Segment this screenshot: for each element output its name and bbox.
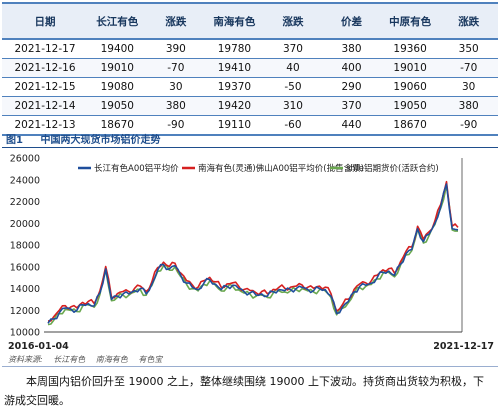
cell-nanhai: 19420 <box>205 96 264 116</box>
header-changjiang: 长江有色 <box>88 2 147 40</box>
header-spread: 价差 <box>322 2 381 40</box>
y-tick-label: 14000 <box>10 284 40 295</box>
cell-zhongyuan: 19360 <box>380 39 440 59</box>
y-tick-label: 12000 <box>10 306 40 317</box>
table-row: 2021-12-16 19010 -70 19410 40 400 19010 … <box>2 58 498 78</box>
table-row: 2021-12-17 19400 390 19780 370 380 19360… <box>2 39 498 59</box>
series-line-1 <box>47 183 459 324</box>
cell-zhongyuan: 19060 <box>380 77 440 97</box>
y-tick-label: 26000 <box>10 154 40 165</box>
header-zhongyuan: 中原有色 <box>380 2 440 40</box>
header-nanhai: 南海有色 <box>205 2 264 40</box>
cell-change: 390 <box>146 39 206 59</box>
cell-zhongyuan: 19050 <box>380 96 440 116</box>
header-change-2: 涨跌 <box>263 2 323 40</box>
cell-change: -70 <box>146 58 206 78</box>
cell-nanhai: 19110 <box>205 115 264 136</box>
cell-change: -90 <box>439 115 498 136</box>
source-item: 长江有色 <box>53 355 86 364</box>
y-tick-label: 16000 <box>10 262 40 273</box>
series-line-3 <box>47 184 458 326</box>
figure-caption: 中国两大现货市场铝价走势 <box>40 135 161 146</box>
cell-date: 2021-12-13 <box>2 115 88 136</box>
header-date: 日期 <box>2 2 88 40</box>
cell-changjiang: 19080 <box>88 77 147 97</box>
x-start-label: 2016-01-04 <box>8 341 69 352</box>
legend-label: 长江有色A00铝平均价 <box>94 163 179 174</box>
y-axis: 26000 24000 22000 20000 18000 16000 14000 12000… <box>10 154 463 339</box>
source-item: 有色宝 <box>138 355 163 364</box>
y-tick-label: 20000 <box>10 219 40 230</box>
cell-date: 2021-12-15 <box>2 77 88 97</box>
source-item: 南海有色 <box>95 355 128 364</box>
cell-spread: 370 <box>322 96 381 116</box>
chart-legend: 长江有色A00铝平均价 南海有色(灵通)佛山A00铝平均价(批售含票)shfe铝期… <box>78 163 439 174</box>
cell-changjiang: 19010 <box>88 58 147 78</box>
cell-change: 370 <box>263 39 323 59</box>
cell-date: 2021-12-16 <box>2 58 88 78</box>
cell-change: 310 <box>263 96 323 116</box>
table-row: 2021-12-15 19080 30 19370 -50 290 19060 … <box>2 77 498 97</box>
cell-spread: 440 <box>322 115 381 136</box>
table-body: 2021-12-17 19400 390 19780 370 380 19360… <box>2 39 498 136</box>
source-prefix: 资料来源: <box>8 355 43 364</box>
cell-change: 350 <box>439 39 498 59</box>
source-note: 资料来源: 长江有色 南海有色 有色宝 <box>8 354 170 365</box>
figure-title: 图1 中国两大现货市场铝价走势 <box>6 131 160 146</box>
cell-spread: 290 <box>322 77 381 97</box>
cell-spread: 380 <box>322 39 381 59</box>
cell-date: 2021-12-14 <box>2 96 88 116</box>
cell-changjiang: 18670 <box>88 115 147 136</box>
y-tick-label: 18000 <box>10 241 40 252</box>
y-tick-label: 10000 <box>10 328 40 339</box>
cell-date: 2021-12-17 <box>2 39 88 59</box>
aluminium-price-chart: 26000 24000 22000 20000 18000 16000 14000 12000… <box>8 154 494 353</box>
cell-changjiang: 19400 <box>88 39 147 59</box>
cell-change: 30 <box>146 77 206 97</box>
commentary-paragraph: 本周国内铝价回升至 19000 之上，整体继续围绕 19000 上下波动。持货商… <box>4 375 484 407</box>
cell-nanhai: 19370 <box>205 77 264 97</box>
price-table: 日期 长江有色 涨跌 南海有色 涨跌 价差 中原有色 涨跌 2021-12-17… <box>2 2 498 136</box>
cell-nanhai: 19410 <box>205 58 264 78</box>
cell-change: 380 <box>146 96 206 116</box>
table-row: 2021-12-13 18670 -90 19110 -60 440 18670… <box>2 115 498 136</box>
cell-change: 30 <box>439 77 498 97</box>
cell-change: -50 <box>263 77 323 97</box>
cell-changjiang: 19050 <box>88 96 147 116</box>
y-tick-label: 24000 <box>10 175 40 186</box>
cell-change: -60 <box>263 115 323 136</box>
header-change-1: 涨跌 <box>146 2 206 40</box>
cell-spread: 400 <box>322 58 381 78</box>
figure-number: 图1 <box>6 135 23 146</box>
cell-change: -90 <box>146 115 206 136</box>
cell-zhongyuan: 19010 <box>380 58 440 78</box>
series-line-2 <box>48 180 459 322</box>
cell-change: 40 <box>263 58 323 78</box>
figure-divider <box>2 147 498 148</box>
cell-nanhai: 19780 <box>205 39 264 59</box>
table-header-row: 日期 长江有色 涨跌 南海有色 涨跌 价差 中原有色 涨跌 <box>2 2 498 40</box>
y-tick-label: 22000 <box>10 197 40 208</box>
legend-label: 南海有色(灵通)佛山A00铝平均价(批售含票) <box>198 163 364 174</box>
cell-change: 380 <box>439 96 498 116</box>
header-change-3: 涨跌 <box>439 2 498 40</box>
series-lines <box>47 180 459 326</box>
x-end-label: 2021-12-17 <box>433 341 494 352</box>
cell-change: -70 <box>439 58 498 78</box>
cell-zhongyuan: 18670 <box>380 115 440 136</box>
table-row: 2021-12-14 19050 380 19420 310 370 19050… <box>2 96 498 116</box>
source-divider <box>2 366 498 367</box>
legend-label: shfe铝期货价(活跃合约) <box>346 163 439 174</box>
